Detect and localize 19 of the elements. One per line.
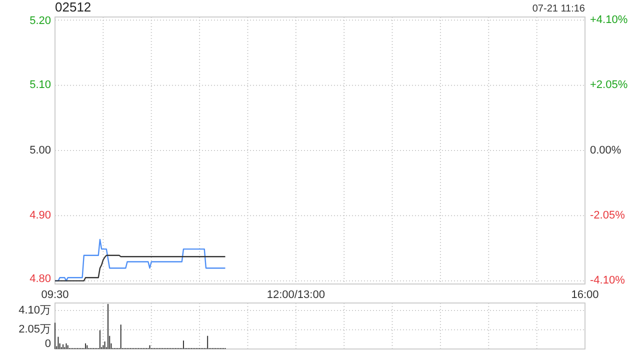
y2-tick-label: +4.10%	[590, 14, 628, 26]
text: 07-21 11:16	[532, 4, 586, 15]
y-tick-label: 4.80	[30, 272, 51, 285]
y-tick-label: 4.10万	[18, 304, 51, 316]
line-series	[54, 254, 226, 282]
y-tick-label: 5.10	[30, 79, 51, 92]
y2-tick-label: 0.00%	[590, 144, 622, 156]
y-tick-label: 2.05万	[18, 324, 51, 336]
y-tick-label: 5.00	[30, 144, 51, 156]
y-tick-label: 4.90	[30, 210, 51, 222]
y2-tick-label: -4.10%	[590, 274, 626, 287]
y-tick-label: 5.20	[30, 14, 51, 27]
x-tick-label: 09:30	[41, 288, 69, 301]
y2-tick-label: -2.05%	[590, 210, 626, 222]
x-tick-label: 16:00	[571, 288, 599, 301]
y-tick-label: 0	[44, 338, 51, 350]
chart-title: 02512	[55, 0, 92, 14]
y2-tick-label: +2.05%	[590, 79, 628, 92]
x-tick-label: 12:00/13:00	[266, 288, 325, 301]
